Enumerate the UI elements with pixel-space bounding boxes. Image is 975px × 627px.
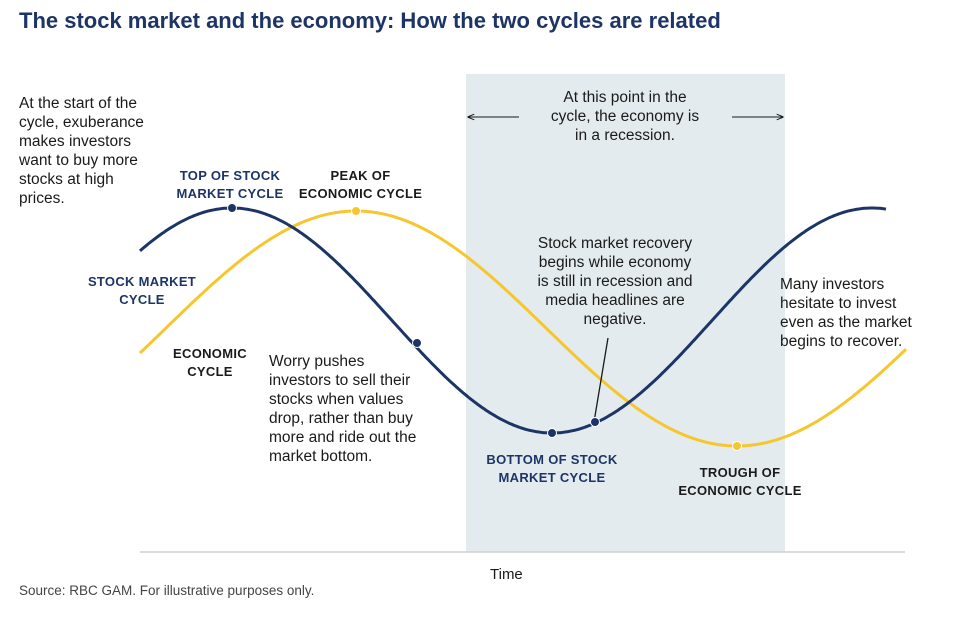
- economic-cycle-curve: [138, 209, 908, 448]
- stock-market-cycle-label: STOCK MARKET CYCLE: [87, 274, 197, 307]
- peak-economic-marker: [351, 206, 361, 216]
- economic-cycle-label: ECONOMIC CYCLE: [173, 346, 247, 379]
- chart-title: The stock market and the economy: How th…: [19, 8, 721, 33]
- start-note: At the start of the cycle, exuberance make…: [19, 95, 144, 207]
- stock-market-cycle-curve: [138, 206, 887, 435]
- top-stock-marker: [227, 203, 237, 213]
- trough-economic-marker: [732, 441, 742, 451]
- recession-note: At this point in the cycle, the economy i…: [550, 89, 700, 144]
- top-stock-label: TOP OF STOCK MARKET CYCLE: [176, 168, 284, 201]
- peak-economic-label: PEAK OF ECONOMIC CYCLE: [298, 168, 423, 201]
- time-axis-label: Time: [490, 566, 523, 583]
- recovery-marker: [590, 417, 600, 427]
- recession-band: [466, 74, 785, 552]
- trough-economic-label: TROUGH OF ECONOMIC CYCLE: [678, 465, 802, 498]
- worry-marker: [412, 338, 422, 348]
- bottom-stock-marker: [547, 428, 557, 438]
- bottom-stock-label: BOTTOM OF STOCK MARKET CYCLE: [486, 452, 618, 485]
- recovery-note: Stock market recovery begins while econom…: [537, 235, 693, 328]
- worry-note: Worry pushes investors to sell their stock…: [269, 353, 417, 465]
- hesitate-note: Many investors hesitate to invest even as …: [780, 276, 912, 350]
- recovery-pointer-line: [593, 337, 609, 423]
- source-note: Source: RBC GAM. For illustrative purpos…: [19, 583, 315, 598]
